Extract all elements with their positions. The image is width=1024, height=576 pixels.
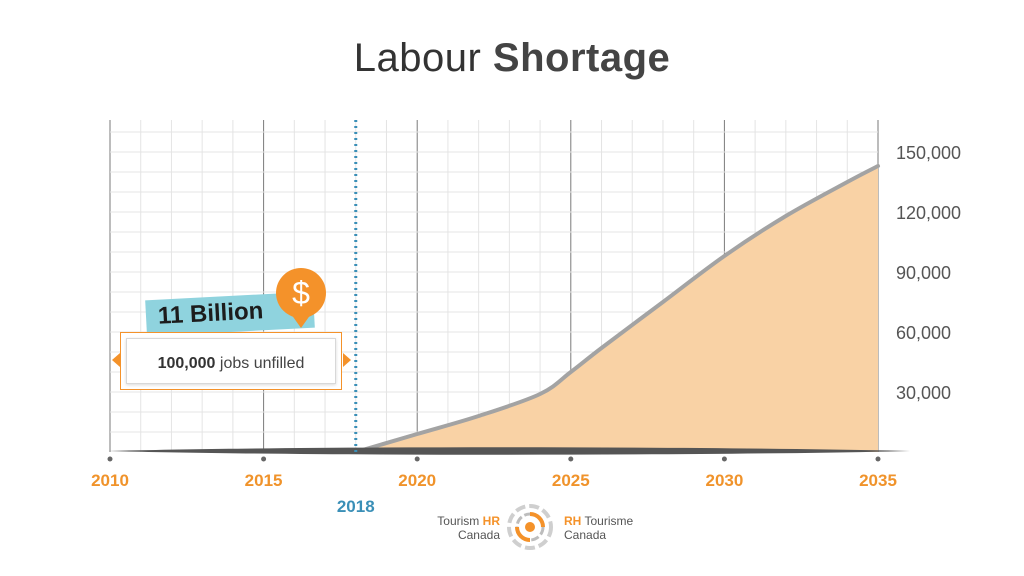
callout-arrow-right xyxy=(343,353,351,367)
x-tick-label: 2020 xyxy=(398,471,436,490)
logo-en-prefix: Tourism xyxy=(437,514,480,528)
y-tick-label: 120,000 xyxy=(896,203,961,223)
title-regular: Labour xyxy=(353,36,482,80)
x-axis-baseline xyxy=(108,447,910,455)
logo-fr-highlight: RH xyxy=(564,514,582,528)
dollar-pointer xyxy=(291,314,311,328)
chart-area xyxy=(353,164,880,454)
x-tick-dot xyxy=(107,456,113,462)
series-line xyxy=(353,164,880,454)
logo: Tourism HR Canada RH Tourisme Canada xyxy=(430,500,650,556)
x-tick-dot xyxy=(721,456,727,462)
x-tick-label: 2035 xyxy=(859,471,897,490)
logo-en-sub: Canada xyxy=(457,528,500,542)
area-fill xyxy=(355,166,878,452)
billion-label: 11 Billion xyxy=(157,297,264,330)
logo-text-fr: RH Tourisme Canada xyxy=(564,514,633,542)
jobs-number: 100,000 xyxy=(157,355,216,372)
x-tick-dot xyxy=(875,456,881,462)
logo-text-en: Tourism HR Canada xyxy=(437,514,500,542)
x-tick-dot xyxy=(568,456,574,462)
logo-fr-sub: Canada xyxy=(564,528,607,542)
title-bold: Shortage xyxy=(492,36,671,80)
chart-axes xyxy=(107,120,910,462)
page-title: Labour Shortage xyxy=(0,36,1024,81)
x-tick-label: 2025 xyxy=(552,471,590,490)
jobs-text: 100,000 jobs unfilled xyxy=(127,355,335,373)
x-tick-label: 2030 xyxy=(705,471,743,490)
y-tick-label: 30,000 xyxy=(896,383,951,403)
jobs-label: jobs unfilled xyxy=(219,355,305,372)
x-tick-label: 2010 xyxy=(91,471,129,490)
dollar-icon: $ xyxy=(276,268,326,318)
logo-en-highlight: HR xyxy=(482,514,500,528)
callout-arrow-left xyxy=(112,353,120,367)
jobs-callout: 100,000 jobs unfilled xyxy=(120,332,342,390)
y-tick-label: 150,000 xyxy=(896,143,961,163)
x-tick-dot xyxy=(414,456,420,462)
logo-fr-suffix: Tourisme xyxy=(584,514,634,528)
x-tick-dot xyxy=(261,456,267,462)
jobs-callout-inner: 100,000 jobs unfilled xyxy=(126,338,336,384)
x-tick-label: 2015 xyxy=(245,471,283,490)
y-tick-label: 90,000 xyxy=(896,263,951,283)
marker-label: 2018 xyxy=(337,497,375,516)
chart-labels: 2010 2015 2020 2025 2030 2035 2018 30,000 60,000… xyxy=(91,143,961,516)
logo-mark-icon xyxy=(507,504,553,550)
y-tick-label: 60,000 xyxy=(896,323,951,343)
